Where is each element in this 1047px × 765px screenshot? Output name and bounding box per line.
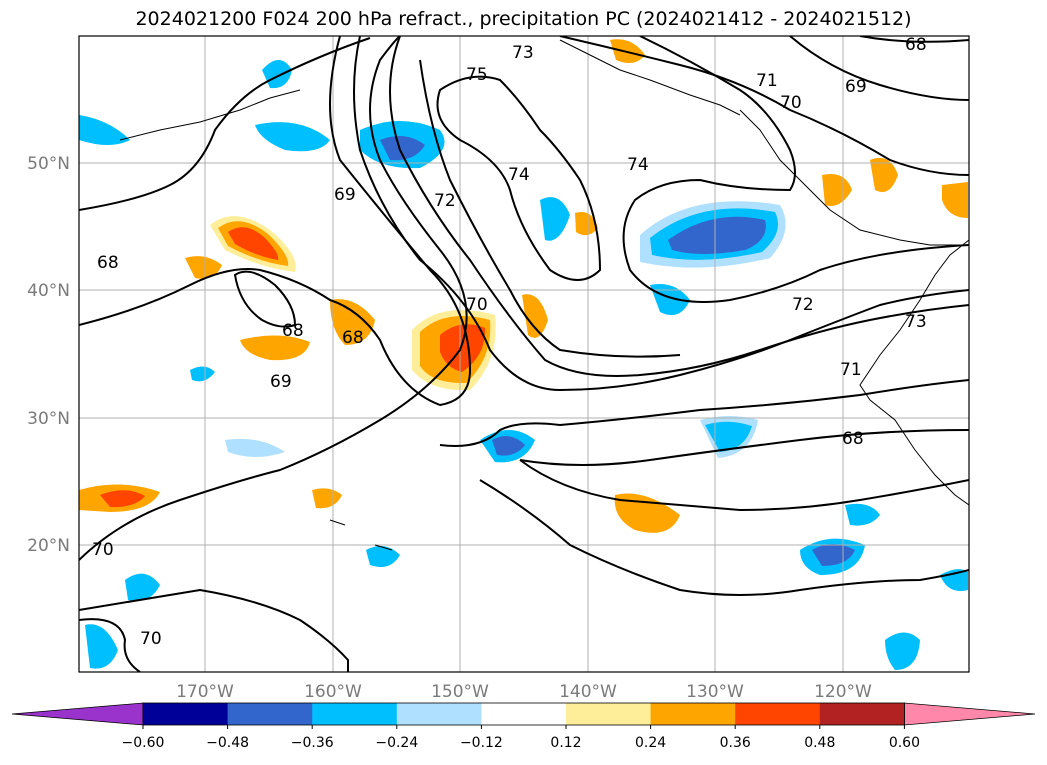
map-area — [79, 36, 969, 672]
lon-axis: 170°W 160°W 150°W 140°W 130°W 120°W — [176, 682, 872, 702]
graticule — [79, 36, 969, 672]
colorbar-tick-label: −0.36 — [291, 735, 334, 751]
contour-label: 68 — [342, 328, 364, 348]
contour-label: 68 — [842, 429, 864, 449]
contour-label: 74 — [627, 155, 649, 175]
contour-label: 74 — [508, 165, 530, 185]
colorbar-tick-label: −0.24 — [375, 735, 418, 751]
colorbar-extend-high — [904, 702, 1036, 726]
colorbar: −0.60 −0.48 −0.36 −0.24 −0.12 0.12 0.24 0.36 0.4… — [11, 702, 1036, 751]
contour-label: 69 — [334, 185, 356, 205]
colorbar-tick-label: 0.24 — [635, 735, 666, 751]
colorbar-tick-label: 0.60 — [889, 735, 920, 751]
precipitation-fields — [79, 39, 968, 670]
lat-tick-label: 50°N — [27, 154, 70, 174]
lat-tick-label: 20°N — [27, 536, 70, 556]
contour-label: 70 — [92, 540, 114, 560]
contour-label: 71 — [756, 71, 778, 91]
lat-axis: 50°N 40°N 30°N 20°N — [27, 154, 70, 556]
colorbar-segment — [312, 703, 398, 725]
colorbar-tick-label: −0.60 — [122, 735, 165, 751]
contour-label: 72 — [792, 295, 814, 315]
colorbar-segment — [819, 703, 905, 725]
colorbar-segment — [566, 703, 652, 725]
contour-label: 70 — [466, 295, 488, 315]
colorbar-tick-label: −0.12 — [460, 735, 503, 751]
contour-label: 69 — [270, 372, 292, 392]
colorbar-extend-low — [11, 702, 144, 726]
coastlines — [119, 39, 969, 551]
lon-tick-label: 140°W — [559, 682, 617, 702]
lat-tick-label: 30°N — [27, 409, 70, 429]
lon-tick-label: 170°W — [176, 682, 234, 702]
contour-label: 72 — [434, 191, 456, 211]
contour-label: 68 — [282, 321, 304, 341]
contour-label: 73 — [905, 312, 927, 332]
lon-tick-label: 160°W — [304, 682, 362, 702]
positive-anomaly-patches — [79, 39, 968, 533]
refractivity-contours — [79, 36, 969, 672]
contour-label: 73 — [512, 43, 534, 63]
negative-anomaly-patches — [79, 60, 968, 670]
colorbar-segment — [143, 703, 229, 725]
lon-tick-label: 130°W — [686, 682, 744, 702]
colorbar-segment — [481, 703, 567, 725]
colorbar-segment — [227, 703, 313, 725]
colorbar-segment — [735, 703, 821, 725]
lat-tick-label: 40°N — [27, 281, 70, 301]
colorbar-tick-label: 0.12 — [550, 735, 581, 751]
contour-label: 71 — [840, 360, 862, 380]
colorbar-tick-label: 0.48 — [804, 735, 835, 751]
colorbar-tick-label: −0.48 — [206, 735, 249, 751]
lon-tick-label: 120°W — [814, 682, 872, 702]
colorbar-tick-label: 0.36 — [720, 735, 751, 751]
map-frame — [78, 35, 970, 673]
colorbar-segment — [396, 703, 482, 725]
contour-label: 75 — [466, 65, 488, 85]
contour-label: 70 — [140, 629, 162, 649]
contour-labels: 73 75 71 70 68 69 74 74 72 69 68 68 68 6… — [92, 35, 927, 649]
chart-title: 2024021200 F024 200 hPa refract., precip… — [135, 8, 912, 30]
contour-label: 68 — [905, 35, 927, 55]
lon-tick-label: 150°W — [431, 682, 489, 702]
contour-label: 69 — [845, 77, 867, 97]
colorbar-outline — [142, 702, 905, 726]
colorbar-segment — [650, 703, 736, 725]
contour-label: 70 — [780, 93, 802, 113]
contour-label: 68 — [97, 253, 119, 273]
